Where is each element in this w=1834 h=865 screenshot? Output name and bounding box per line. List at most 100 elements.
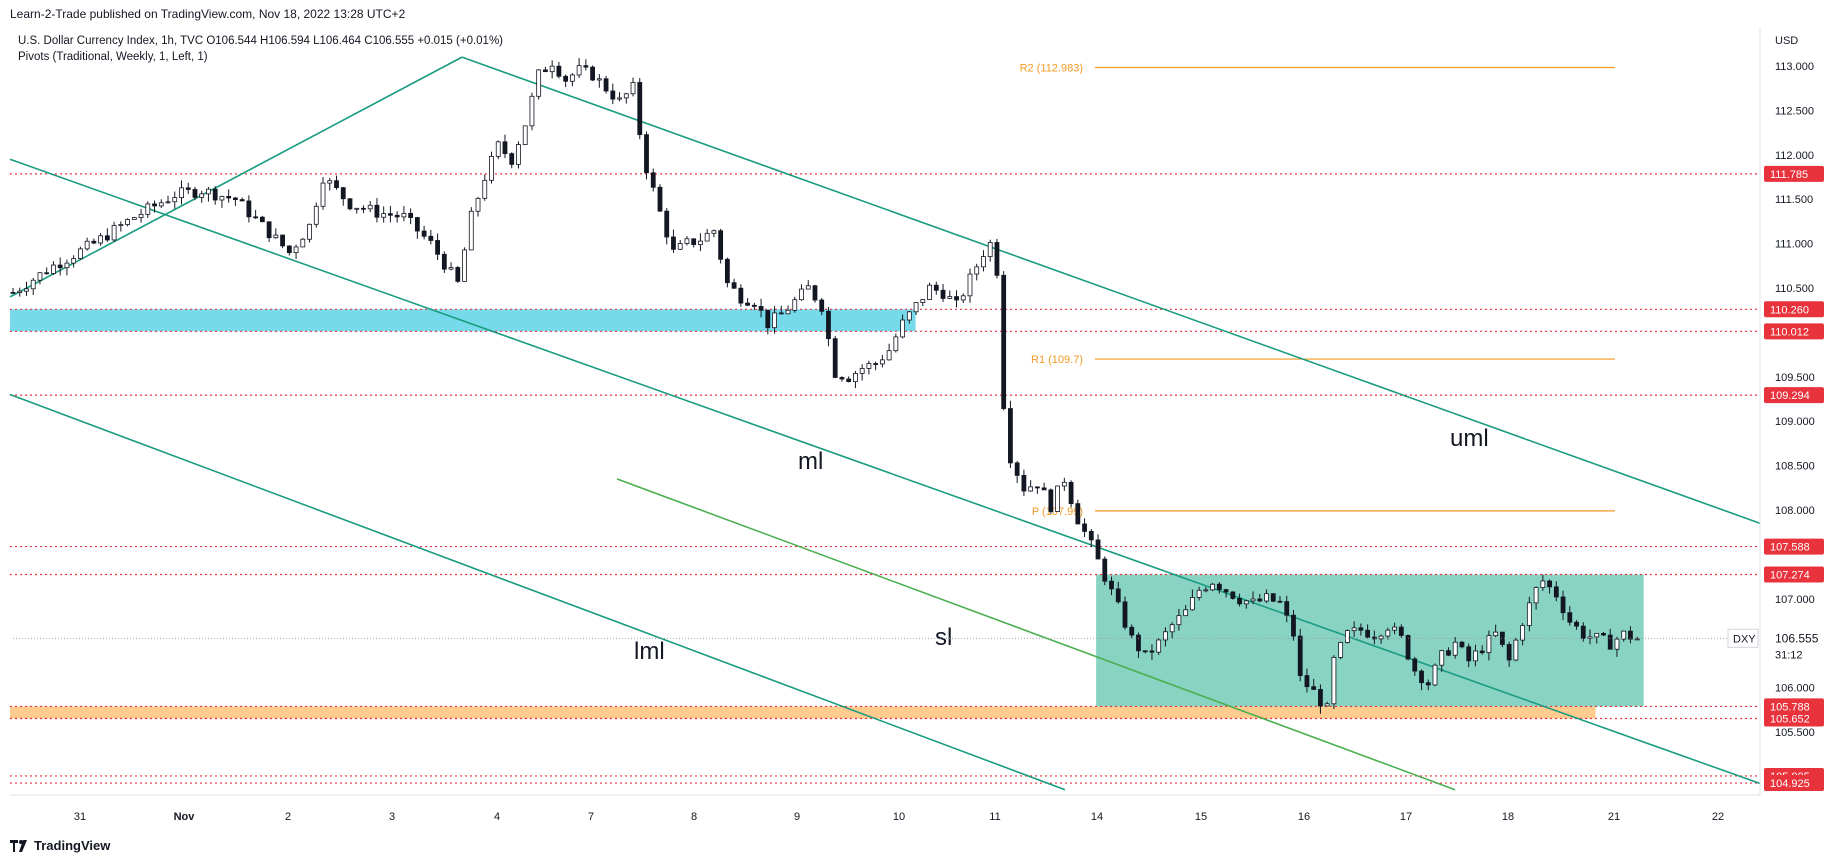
x-tick-label: 3	[389, 811, 395, 823]
candle	[765, 309, 771, 335]
candle	[1210, 582, 1216, 592]
candle	[334, 175, 339, 190]
level-badge-label: 110.260	[1770, 304, 1809, 316]
candle	[704, 228, 710, 242]
published-header: Learn-2-Trade published on TradingView.c…	[0, 0, 1834, 26]
candle	[1109, 576, 1114, 596]
candle	[691, 238, 697, 248]
candle	[731, 278, 737, 289]
candle	[1156, 638, 1162, 655]
candle	[1250, 591, 1256, 605]
candle	[1567, 606, 1573, 626]
x-tick-label: 2	[285, 811, 291, 823]
candle	[1419, 669, 1424, 691]
candle	[644, 131, 649, 180]
y-tick-label: 108.000	[1775, 505, 1815, 517]
x-tick-label: Nov	[174, 811, 196, 823]
candle	[1223, 588, 1229, 598]
annotation-sl: sl	[935, 624, 952, 651]
pivot-label-R2: R2 (112.983)	[1020, 63, 1083, 75]
candle	[300, 237, 306, 248]
x-tick-label: 16	[1298, 811, 1310, 823]
candle	[981, 250, 986, 272]
candle	[111, 221, 117, 242]
candle	[933, 281, 939, 295]
candle	[1398, 624, 1404, 638]
y-tick-label: 108.500	[1775, 461, 1815, 473]
candle	[1270, 593, 1276, 603]
candle	[563, 74, 569, 88]
candle	[1594, 632, 1600, 644]
y-tick-label: 112.500	[1775, 105, 1814, 117]
x-tick-label: 8	[691, 811, 697, 823]
candle	[1169, 622, 1175, 639]
candle	[64, 259, 70, 276]
candle	[273, 228, 279, 239]
y-tick-label: 105.500	[1775, 727, 1815, 739]
candle	[1176, 608, 1182, 631]
candle	[1284, 595, 1290, 623]
candle	[1628, 626, 1633, 644]
candle	[1574, 620, 1579, 630]
x-tick-label: 9	[794, 811, 800, 823]
candle	[1075, 499, 1081, 525]
candle	[428, 230, 434, 245]
candle	[543, 66, 548, 73]
candle	[1547, 579, 1552, 594]
candle	[468, 207, 474, 251]
candle	[91, 238, 97, 245]
published-text: Learn-2-Trade published on TradingView.c…	[10, 7, 406, 21]
candle	[1533, 586, 1539, 610]
level-badge-5	[1764, 566, 1824, 583]
level-badge-label: 104.925	[1770, 778, 1810, 790]
candle	[1473, 644, 1478, 667]
x-tick-label: 7	[588, 811, 594, 823]
candle	[57, 257, 63, 276]
candle	[152, 200, 157, 213]
level-badge-0	[1764, 165, 1824, 182]
candle	[1014, 460, 1020, 483]
annotation-lml: lml	[634, 638, 665, 665]
y-tick-label: 109.500	[1775, 372, 1815, 384]
candle	[1001, 271, 1007, 411]
candle	[1486, 630, 1492, 661]
candle	[1385, 627, 1391, 640]
level-badge-label: 105.788	[1770, 701, 1810, 713]
symbol-badge	[1727, 628, 1759, 648]
candle	[637, 78, 643, 140]
countdown-label: 31:12	[1775, 649, 1803, 661]
candle	[1095, 534, 1101, 560]
candle	[940, 283, 946, 302]
candle	[671, 229, 676, 253]
x-tick-label: 4	[494, 811, 500, 823]
candle	[307, 223, 312, 243]
level-badge-1	[1764, 301, 1824, 318]
candle	[361, 205, 366, 214]
candle	[866, 360, 872, 375]
candle	[212, 186, 218, 205]
support-zone	[10, 706, 1596, 719]
candle	[617, 92, 622, 102]
candle	[1008, 400, 1013, 468]
candle	[1189, 589, 1195, 611]
x-tick-label: 10	[893, 811, 905, 823]
candle	[233, 196, 238, 206]
candle	[1068, 480, 1074, 508]
candle	[37, 272, 43, 285]
candle	[1115, 581, 1121, 604]
candle	[879, 354, 885, 368]
candle	[1493, 624, 1499, 638]
candle	[1526, 596, 1532, 632]
symbol-ohlc-line: U.S. Dollar Currency Index, 1h, TVC O106…	[18, 35, 504, 47]
candle	[1055, 485, 1061, 512]
candle	[1446, 647, 1451, 657]
candle	[805, 280, 811, 290]
x-tick-label: 21	[1608, 811, 1620, 823]
candle	[1405, 634, 1411, 661]
candle	[475, 196, 481, 217]
candle	[266, 221, 272, 242]
candle	[327, 177, 333, 191]
candle	[84, 237, 90, 251]
candle	[340, 187, 346, 206]
